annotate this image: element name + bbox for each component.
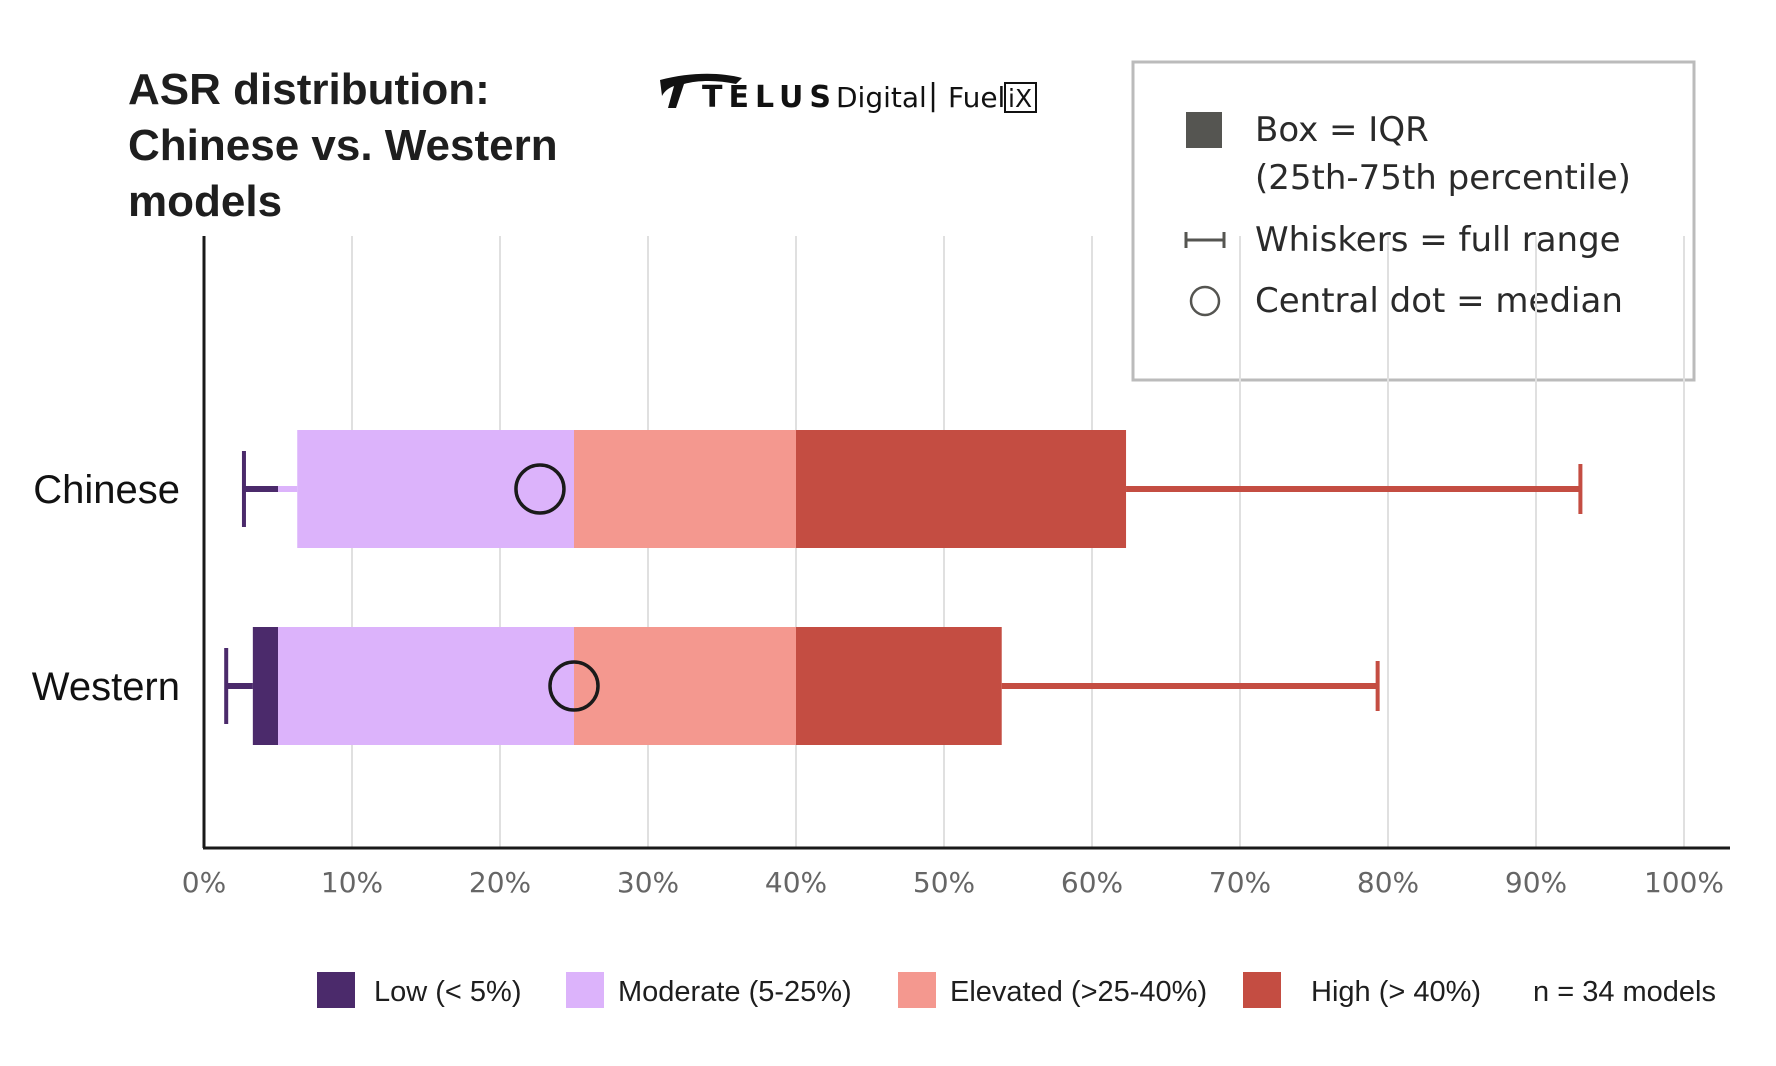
box-segment-chinese-elevated <box>574 430 796 548</box>
axes: 0% 10% 20% 30% 40% 50% 60% 70% 80% 90% 100% Chinese… <box>32 236 1730 899</box>
band-key-swatch-low <box>317 972 355 1008</box>
brand-company: TELUS <box>702 80 837 115</box>
median-marker-chinese <box>514 463 566 515</box>
legend-box-swatch <box>1186 112 1222 148</box>
band-key-label-elevated: Elevated (>25-40%) <box>950 976 1207 1008</box>
brand-product: Fuel <box>948 81 1005 114</box>
x-tick-label-80: 80% <box>1357 866 1419 899</box>
box-segment-western-moderate <box>278 627 574 745</box>
median-circle-icon <box>1189 285 1221 317</box>
band-key-swatch-elevated <box>898 972 936 1008</box>
chart-title-line-3: models <box>128 177 282 226</box>
box-segment-western-elevated <box>574 627 796 745</box>
x-tick-label-90: 90% <box>1505 866 1567 899</box>
legend-box: Box = IQR (25th-75th percentile) Whisker… <box>1131 60 1696 382</box>
telus-swoosh-icon <box>660 73 742 108</box>
legend-frame <box>1131 60 1696 382</box>
x-tick-label-20: 20% <box>469 866 531 899</box>
box-segment-chinese-high <box>796 430 1127 548</box>
legend-box-label-detail: (25th-75th percentile) <box>1255 158 1631 198</box>
category-label-chinese: Chinese <box>33 468 180 512</box>
x-tick-label-40: 40% <box>765 866 827 899</box>
x-tick-label-0: 0% <box>182 866 226 899</box>
box-segment-western-high <box>796 627 1002 745</box>
legend-median-label: Central dot = median <box>1255 281 1623 321</box>
box-segment-western-low <box>252 627 278 745</box>
chart-title: ASR distribution: Chinese vs. Western mo… <box>128 65 558 226</box>
x-tick-label-70: 70% <box>1209 866 1271 899</box>
box-layer <box>224 430 1583 745</box>
brand-product-badge: iX <box>1008 84 1032 113</box>
brand-logo: TELUS Digital | Fuel iX <box>660 73 1037 115</box>
x-tick-label-60: 60% <box>1061 866 1123 899</box>
box-segment-chinese-moderate <box>297 430 574 548</box>
band-key-label-low: Low (< 5%) <box>374 976 521 1008</box>
chart-title-line-1: ASR distribution: <box>128 65 490 114</box>
band-key-swatch-high <box>1243 972 1281 1008</box>
band-key-label-high: High (> 40%) <box>1311 976 1481 1008</box>
chart-title-line-2: Chinese vs. Western <box>128 121 558 170</box>
sample-size-note: n = 34 models <box>1533 976 1716 1008</box>
x-tick-label-10: 10% <box>321 866 383 899</box>
band-key-swatch-moderate <box>566 972 604 1008</box>
category-label-western: Western <box>32 665 180 709</box>
brand-division: Digital <box>836 81 927 114</box>
legend-box-label: Box = IQR <box>1255 110 1429 150</box>
x-tick-label-50: 50% <box>913 866 975 899</box>
x-tick-label-30: 30% <box>617 866 679 899</box>
median-marker-western <box>548 660 600 712</box>
x-tick-label-100: 100% <box>1644 866 1724 899</box>
brand-separator: | <box>928 78 938 113</box>
band-key: Low (< 5%) Moderate (5-25%) Elevated (>25-… <box>317 972 1716 1008</box>
brand-badge-frame <box>1004 82 1037 113</box>
whisker-icon <box>1184 232 1226 248</box>
band-key-label-moderate: Moderate (5-25%) <box>618 976 852 1008</box>
legend-whisker-label: Whiskers = full range <box>1255 220 1621 260</box>
